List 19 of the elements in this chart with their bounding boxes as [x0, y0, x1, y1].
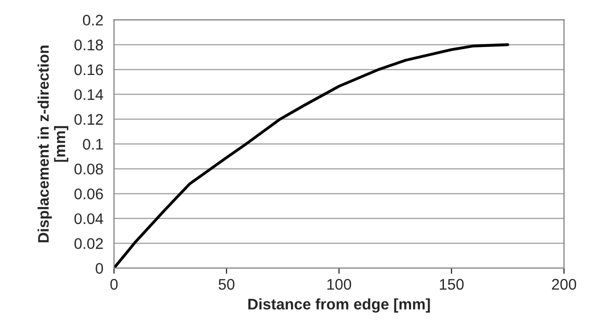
- line-series: [114, 43, 510, 268]
- x-tick-label: 150: [440, 278, 464, 290]
- y-tick-label: 0.12: [74, 114, 103, 125]
- y-tick-label: 0.02: [74, 238, 103, 249]
- y-axis-title: Displacement in z-direction [mm]: [38, 46, 68, 242]
- y-tick-label: 0.16: [74, 64, 103, 76]
- y-tick-label: 0.1: [82, 138, 103, 150]
- y-tick-label: 0.08: [74, 164, 103, 174]
- x-tick-label: 200: [552, 278, 576, 290]
- x-tick-label: 50: [218, 278, 234, 290]
- y-tick-label: 0.18: [74, 40, 103, 50]
- x-tick-label: 0: [110, 278, 118, 290]
- y-tick-label: 0: [96, 262, 103, 274]
- y-tick-label: 0.04: [74, 213, 104, 224]
- y-tick-label: 0.06: [74, 188, 103, 200]
- x-tick-label: 100: [327, 278, 352, 290]
- y-tick-label: 0.14: [74, 89, 104, 100]
- y-tick-label: 0.2: [82, 14, 103, 26]
- x-axis-title: Distance from edge [mm]: [248, 298, 430, 313]
